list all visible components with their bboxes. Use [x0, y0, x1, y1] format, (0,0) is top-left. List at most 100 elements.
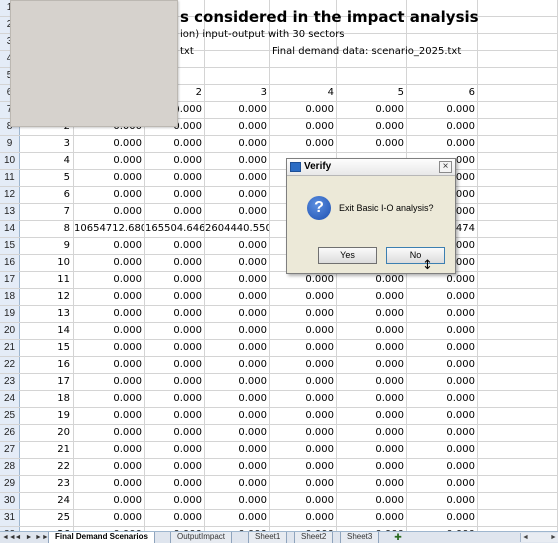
table-cell[interactable]: 0.000	[407, 272, 478, 288]
table-cell[interactable]: 0.000	[407, 323, 478, 339]
table-cell[interactable]	[478, 238, 558, 254]
table-cell[interactable]: 0.000	[145, 408, 205, 424]
table-cell[interactable]: 0.000	[407, 425, 478, 441]
table-cell[interactable]	[145, 51, 205, 67]
table-cell[interactable]	[205, 17, 270, 33]
table-cell[interactable]: 0.000	[74, 527, 145, 531]
table-cell[interactable]: 0.000	[205, 340, 270, 356]
table-cell[interactable]	[478, 17, 558, 33]
table-cell[interactable]: 16	[20, 357, 74, 373]
table-cell[interactable]: 165504.646	[145, 221, 205, 237]
table-cell[interactable]: 0.000	[145, 153, 205, 169]
table-cell[interactable]: 0.000	[407, 459, 478, 475]
table-cell[interactable]: 0.000	[407, 357, 478, 373]
table-cell[interactable]: 0.000	[270, 459, 337, 475]
table-cell[interactable]: 8	[20, 221, 74, 237]
table-cell[interactable]: 0.000	[205, 187, 270, 203]
table-cell[interactable]: 0.000	[205, 255, 270, 271]
table-cell[interactable]: 0.000	[145, 459, 205, 475]
row-header[interactable]: 31	[0, 510, 20, 526]
table-cell[interactable]: 000	[407, 255, 478, 271]
table-cell[interactable]	[478, 0, 558, 16]
row-header[interactable]: 29	[0, 476, 20, 492]
table-cell[interactable]: 0.000	[74, 442, 145, 458]
row-header[interactable]: 25	[0, 408, 20, 424]
table-cell[interactable]: 0.000	[270, 323, 337, 339]
table-cell[interactable]: 0.000	[145, 255, 205, 271]
table-cell[interactable]: 0.000	[145, 306, 205, 322]
table-cell[interactable]: 0.000	[145, 391, 205, 407]
table-cell[interactable]: 0.000	[270, 425, 337, 441]
table-cell[interactable]: 0.000	[337, 425, 407, 441]
table-cell[interactable]	[478, 170, 558, 186]
table-cell[interactable]: 0.000	[337, 408, 407, 424]
table-cell[interactable]: 0.000	[407, 340, 478, 356]
table-cell[interactable]	[478, 340, 558, 356]
table-cell[interactable]	[478, 255, 558, 271]
row-header[interactable]: 27	[0, 442, 20, 458]
table-cell[interactable]: 0.000	[205, 136, 270, 152]
table-cell[interactable]: 0.000	[270, 476, 337, 492]
new-sheet-icon[interactable]: ✚	[394, 532, 402, 542]
table-cell[interactable]: 0.000	[337, 272, 407, 288]
prev-sheet-icon[interactable]: ◄	[14, 534, 22, 541]
table-cell[interactable]: 0.000	[74, 170, 145, 186]
table-cell[interactable]: 11	[20, 272, 74, 288]
table-cell[interactable]: 0.000	[145, 119, 205, 135]
table-cell[interactable]: 0.000	[407, 136, 478, 152]
table-cell[interactable]: 0.000	[74, 408, 145, 424]
table-cell[interactable]	[478, 102, 558, 118]
table-cell[interactable]: 0.000	[270, 272, 337, 288]
close-icon[interactable]: ×	[439, 161, 452, 173]
table-cell[interactable]: 0.000	[270, 527, 337, 531]
table-cell[interactable]	[478, 119, 558, 135]
table-cell[interactable]: 0.000	[407, 102, 478, 118]
table-cell[interactable]: 17	[20, 374, 74, 390]
row-header[interactable]: 12	[0, 187, 20, 203]
next-sheet-icon[interactable]: ►	[25, 534, 33, 541]
table-cell[interactable]: 0.000	[205, 476, 270, 492]
table-cell[interactable]	[407, 0, 478, 16]
row-header[interactable]: 32	[0, 527, 20, 531]
table-cell[interactable]: 0.000	[74, 323, 145, 339]
table-cell[interactable]: 6	[407, 85, 478, 101]
table-cell[interactable]	[478, 153, 558, 169]
no-button[interactable]: No	[386, 247, 445, 264]
table-cell[interactable]	[407, 51, 478, 67]
row-header[interactable]: 17	[0, 272, 20, 288]
row-header[interactable]: 15	[0, 238, 20, 254]
table-cell[interactable]: 000	[407, 238, 478, 254]
row-header[interactable]: 14	[0, 221, 20, 237]
table-cell[interactable]: 0.000	[145, 357, 205, 373]
table-cell[interactable]: 0.000	[205, 204, 270, 220]
table-cell[interactable]: 0.000	[205, 238, 270, 254]
table-cell[interactable]: 0.000	[270, 442, 337, 458]
table-cell[interactable]: 0.000	[205, 493, 270, 509]
table-cell[interactable]	[478, 187, 558, 203]
table-cell[interactable]: 0.000	[407, 391, 478, 407]
table-cell[interactable]: 21	[20, 442, 74, 458]
table-cell[interactable]: 14	[20, 323, 74, 339]
table-cell[interactable]: 0.000	[337, 493, 407, 509]
table-cell[interactable]: 0.000	[407, 374, 478, 390]
table-cell[interactable]: 000	[407, 170, 478, 186]
row-header[interactable]: 18	[0, 289, 20, 305]
table-cell[interactable]	[478, 306, 558, 322]
tab-sheet1[interactable]: Sheet1	[248, 532, 288, 543]
table-cell[interactable]	[478, 459, 558, 475]
table-cell[interactable]: 0.000	[270, 374, 337, 390]
table-cell[interactable]: 0.000	[270, 136, 337, 152]
table-cell[interactable]: 0.000	[270, 510, 337, 526]
tab-sheet3[interactable]: Sheet3	[340, 532, 380, 543]
table-cell[interactable]	[478, 323, 558, 339]
table-cell[interactable]: 0.000	[145, 272, 205, 288]
last-sheet-icon[interactable]: ►►	[35, 534, 49, 541]
table-cell[interactable]: 0.000	[337, 391, 407, 407]
table-cell[interactable]	[270, 51, 337, 67]
row-header[interactable]: 16	[0, 255, 20, 271]
table-cell[interactable]: 3	[20, 136, 74, 152]
table-cell[interactable]: 0.000	[205, 425, 270, 441]
table-cell[interactable]: 0.000	[337, 357, 407, 373]
table-cell[interactable]: 0.000	[74, 493, 145, 509]
table-cell[interactable]: 23	[20, 476, 74, 492]
